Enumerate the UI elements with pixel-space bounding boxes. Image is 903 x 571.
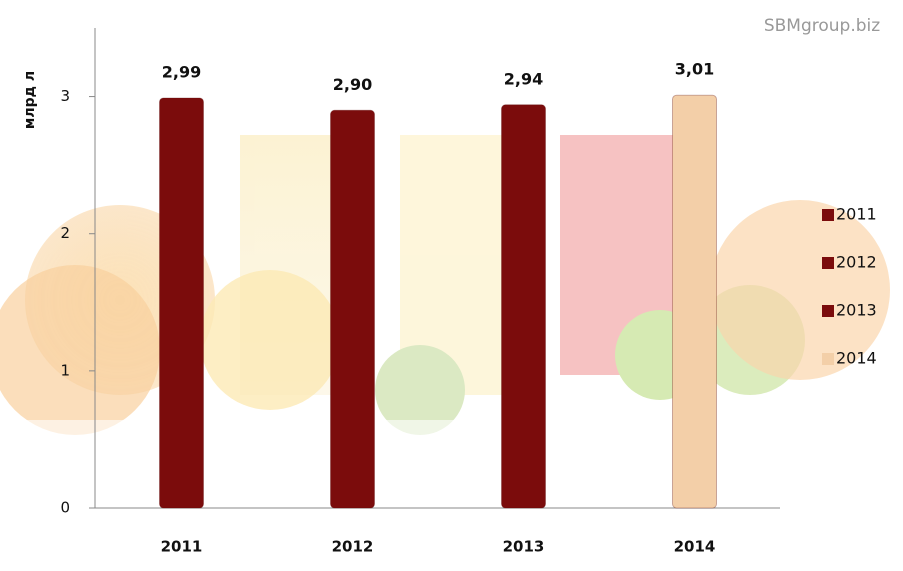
- bar: [502, 105, 546, 508]
- y-tick-label: 1: [60, 361, 70, 379]
- legend-label: 2012: [836, 253, 877, 272]
- value-label: 2,90: [333, 75, 372, 94]
- x-tick-label: 2013: [503, 538, 545, 556]
- legend-swatch: [822, 305, 834, 317]
- background: [0, 135, 903, 571]
- legend-swatch: [822, 257, 834, 269]
- y-tick-label: 2: [60, 224, 70, 242]
- value-label: 2,99: [162, 62, 201, 81]
- page: SBMgroup.biz млрд л 0 1 2 3 2011 2,99 2011 2012…: [0, 0, 903, 571]
- y-tick-label: 3: [60, 87, 70, 105]
- x-tick-label: 2012: [332, 538, 374, 556]
- y-axis-label: млрд л: [22, 71, 38, 129]
- value-label: 3,01: [675, 60, 714, 79]
- bar: [160, 98, 204, 508]
- chart: SBMgroup.biz млрд л 0 1 2 3 2011 2,99 2011 2012…: [0, 0, 903, 571]
- legend-swatch: [822, 353, 834, 365]
- watermark: SBMgroup.biz: [764, 16, 880, 36]
- bar: [673, 95, 717, 508]
- y-tick-label: 0: [60, 499, 70, 517]
- legend-label: 2014: [836, 349, 877, 368]
- legend-label: 2013: [836, 301, 877, 320]
- x-tick-label: 2011: [161, 538, 203, 556]
- legend-swatch: [822, 209, 834, 221]
- value-label: 2,94: [504, 69, 543, 88]
- legend-label: 2011: [836, 205, 877, 224]
- x-tick-label: 2014: [674, 538, 716, 556]
- bar: [331, 110, 375, 508]
